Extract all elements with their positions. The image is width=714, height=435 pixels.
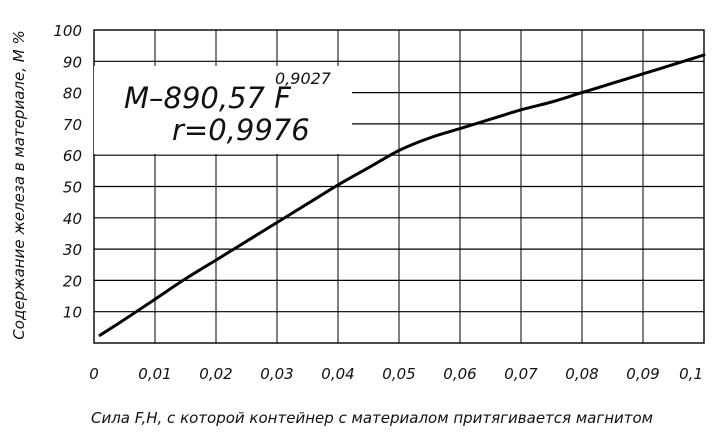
y-tick-label: 90 (63, 53, 82, 71)
x-tick-label: 0,03 (260, 365, 293, 383)
equation-box (94, 66, 352, 154)
x-tick-label: 0,04 (321, 365, 354, 383)
y-axis-title: Содержание железа в материале, М % (10, 30, 28, 339)
x-tick-label: 0,1 (679, 365, 703, 383)
x-tick-label: 0,05 (382, 365, 415, 383)
x-tick-label: 0,01 (138, 365, 171, 383)
x-tick-labels: 0 0,01 0,02 0,03 0,04 0,05 0,06 0,07 0,08 0,09 0,1 (89, 365, 703, 383)
x-tick-label: 0,02 (199, 365, 232, 383)
y-tick-label: 60 (63, 147, 82, 165)
equation-main: М–890,57 F (124, 81, 292, 115)
equation-annotation: М–890,57 F 0,9027 r=0,9976 (94, 66, 352, 154)
series-line (98, 53, 706, 337)
x-tick-label: 0,06 (443, 365, 476, 383)
y-tick-labels: 10 20 30 40 50 60 70 80 90 100 (53, 22, 82, 322)
correlation-label: r=0,9976 (172, 113, 310, 147)
y-tick-label: 20 (63, 272, 82, 290)
equation-exponent: 0,9027 (275, 69, 332, 88)
plot-frame (93, 29, 705, 344)
y-tick-label: 10 (63, 304, 82, 322)
y-tick-label: 70 (63, 116, 82, 134)
y-tick-label: 100 (53, 22, 82, 40)
x-axis-title: Сила F,Н, с которой контейнер с материал… (91, 409, 653, 427)
x-tick-label: 0,08 (565, 365, 598, 383)
y-tick-label: 50 (63, 179, 82, 197)
x-tick-label: 0,07 (504, 365, 538, 383)
x-tick-label: 0 (89, 365, 99, 383)
grid (94, 30, 704, 343)
y-tick-label: 40 (63, 210, 82, 228)
y-tick-label: 30 (63, 241, 82, 259)
x-tick-label: 0,09 (626, 365, 659, 383)
y-tick-label: 80 (63, 85, 82, 103)
